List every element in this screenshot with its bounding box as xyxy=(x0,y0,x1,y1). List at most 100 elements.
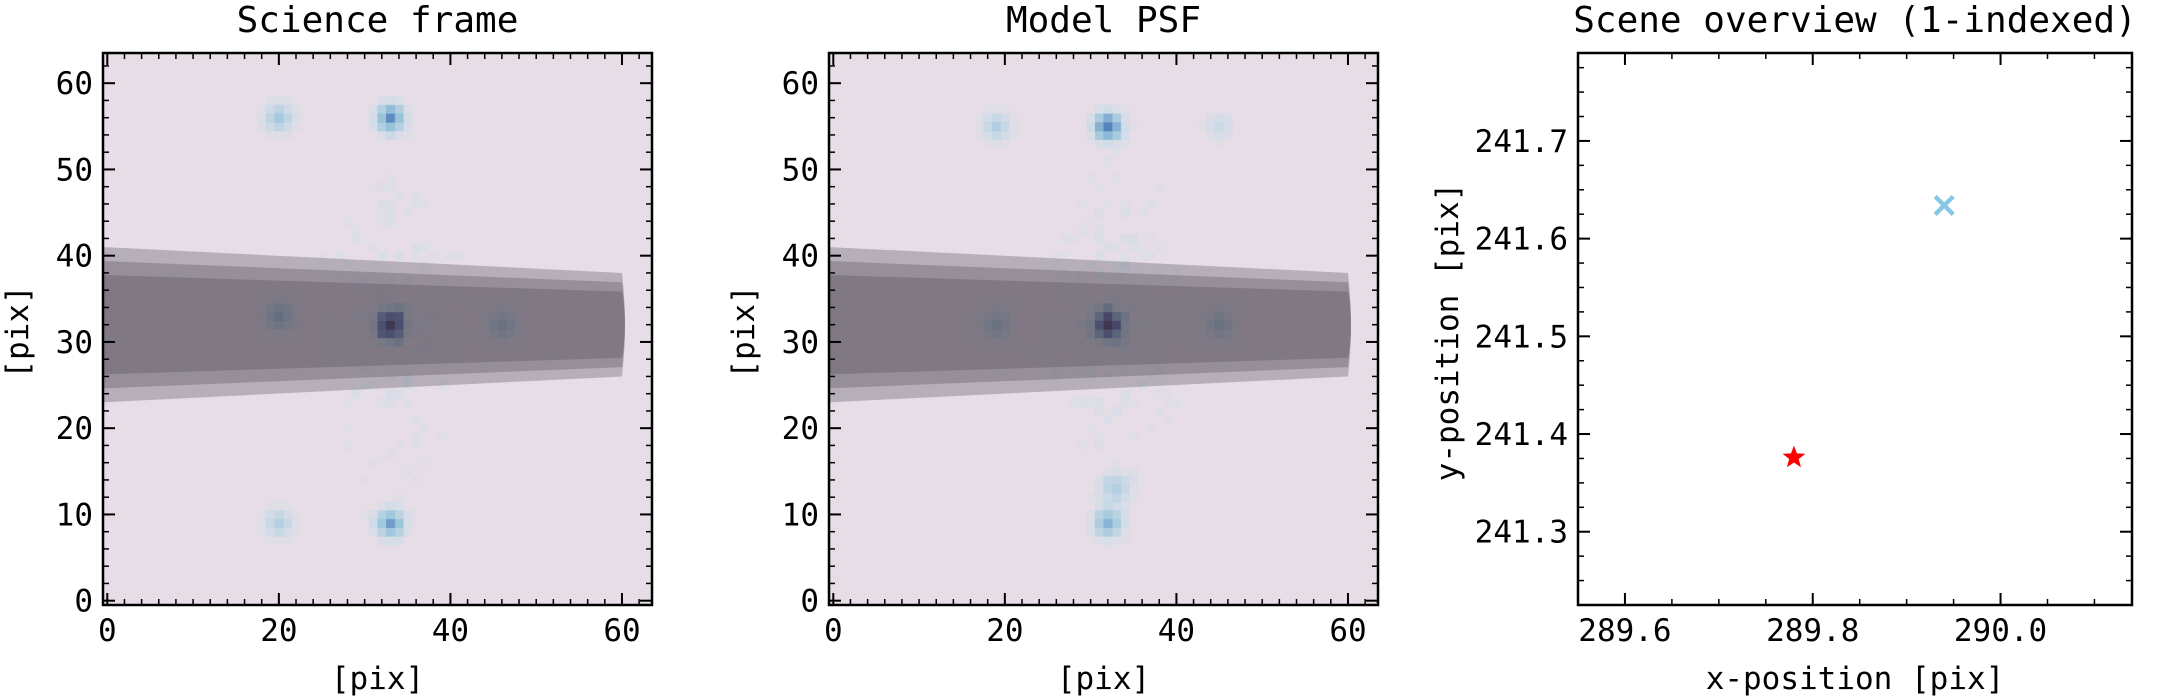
heatmap-cell xyxy=(1120,398,1130,408)
heatmap-cell xyxy=(1129,398,1139,408)
heatmap-cell xyxy=(514,320,524,330)
heatmap-cell xyxy=(394,389,404,399)
heatmap-cell xyxy=(1103,337,1113,347)
heatmap-cell xyxy=(1103,294,1113,304)
heatmap-cell xyxy=(257,122,267,132)
heatmap-cell xyxy=(1120,268,1130,278)
heatmap-cell xyxy=(351,337,361,347)
y-tick-label: 10 xyxy=(56,497,93,533)
heatmap-cell xyxy=(1129,285,1139,296)
heatmap-cell xyxy=(377,251,387,261)
axes-frame xyxy=(1576,51,2134,607)
heatmap-cell xyxy=(983,311,993,321)
heatmap-cell xyxy=(428,294,439,304)
heatmap-cell xyxy=(1112,311,1122,321)
heatmap-cell xyxy=(1137,346,1147,356)
heatmap-cell xyxy=(1120,104,1130,114)
heatmap-cell xyxy=(377,320,387,330)
heatmap-cell xyxy=(1129,484,1139,494)
heatmap-cell xyxy=(420,337,430,347)
heatmap-cell xyxy=(1172,398,1182,408)
heatmap-cell xyxy=(377,518,387,528)
heatmap-cell xyxy=(265,130,276,140)
heatmap-cell xyxy=(1163,389,1173,399)
heatmap-cell xyxy=(1009,130,1019,140)
heatmap-cell xyxy=(446,294,456,304)
y-tick-label: 241.5 xyxy=(1475,319,1568,355)
heatmap-cell xyxy=(1086,518,1096,528)
heatmap-cell xyxy=(1086,122,1096,132)
heatmap-cell xyxy=(386,208,396,218)
heatmap-cell xyxy=(1077,441,1087,451)
heatmap-cell xyxy=(1112,458,1122,468)
heatmap-cell xyxy=(1197,337,1208,347)
heatmap-cell xyxy=(420,346,430,356)
heatmap-cell xyxy=(1094,484,1105,494)
heatmap-cell xyxy=(497,320,507,330)
heatmap-cell xyxy=(291,320,301,330)
heatmap-cell xyxy=(1069,329,1079,339)
x-tick-label: 40 xyxy=(432,613,469,649)
heatmap-cell xyxy=(360,337,370,347)
heatmap-cell xyxy=(1163,415,1173,425)
heatmap-cell xyxy=(1137,320,1147,330)
heatmap-cell xyxy=(368,242,379,252)
heatmap-cell xyxy=(1094,432,1105,442)
heatmap-cell xyxy=(394,441,404,451)
x-tick-label: 20 xyxy=(260,613,297,649)
heatmap-cell xyxy=(1094,406,1105,416)
heatmap-cell xyxy=(1103,518,1113,528)
heatmap-cell xyxy=(1146,234,1156,244)
heatmap-cell xyxy=(1223,320,1233,330)
heatmap-cell xyxy=(1120,536,1130,546)
heatmap-cell xyxy=(274,510,284,520)
heatmap-cell xyxy=(1086,216,1096,227)
heatmap-cell xyxy=(403,467,413,477)
heatmap-cell xyxy=(1112,518,1122,528)
heatmap-cell xyxy=(265,104,276,114)
heatmap-cell xyxy=(283,536,293,546)
heatmap-cell xyxy=(454,251,464,261)
heatmap-cell xyxy=(1103,329,1113,339)
heatmap-cell xyxy=(1094,225,1105,235)
heatmap-cell xyxy=(377,113,387,123)
y-axis-label: [pix] xyxy=(726,285,762,378)
heatmap-cell xyxy=(283,510,293,520)
heatmap-cell xyxy=(1146,354,1156,365)
heatmap-cell xyxy=(1043,329,1053,339)
y-tick-label: 60 xyxy=(56,66,93,102)
heatmap-cell xyxy=(377,536,387,546)
heatmap-cell xyxy=(1223,130,1233,140)
star-marker xyxy=(1782,445,1806,468)
heatmap-cell xyxy=(1112,147,1122,158)
heatmap-cell xyxy=(983,113,993,123)
heatmap-cell xyxy=(1103,492,1113,503)
heatmap-cell xyxy=(1197,329,1208,339)
heatmap-cell xyxy=(377,527,387,537)
heatmap-cell xyxy=(471,329,482,339)
heatmap-cell xyxy=(506,337,516,347)
heatmap-cell xyxy=(1137,303,1147,313)
heatmap-cell xyxy=(386,536,396,546)
heatmap-cell xyxy=(1197,122,1208,132)
heatmap-cell xyxy=(274,122,284,132)
heatmap-cell xyxy=(1112,173,1122,183)
heatmap-cell xyxy=(1077,199,1087,209)
heatmap-cell xyxy=(1120,122,1130,132)
heatmap-cell xyxy=(1120,303,1130,313)
y-tick-label: 20 xyxy=(782,411,819,447)
heatmap-cell xyxy=(394,320,404,330)
heatmap-cell xyxy=(1120,234,1130,244)
heatmap-cell xyxy=(1043,346,1053,356)
heatmap-cell xyxy=(291,518,301,528)
heatmap-cell xyxy=(506,329,516,339)
heatmap-cell xyxy=(351,389,361,399)
heatmap-cell xyxy=(1052,363,1062,373)
heatmap-cell xyxy=(1094,130,1105,140)
heatmap-cell xyxy=(420,199,430,209)
heatmap-cells xyxy=(257,96,524,546)
heatmap-cell xyxy=(377,285,387,296)
heatmap-cell xyxy=(1120,139,1130,149)
y-tick-label: 50 xyxy=(782,152,819,188)
heatmap-cell xyxy=(420,329,430,339)
